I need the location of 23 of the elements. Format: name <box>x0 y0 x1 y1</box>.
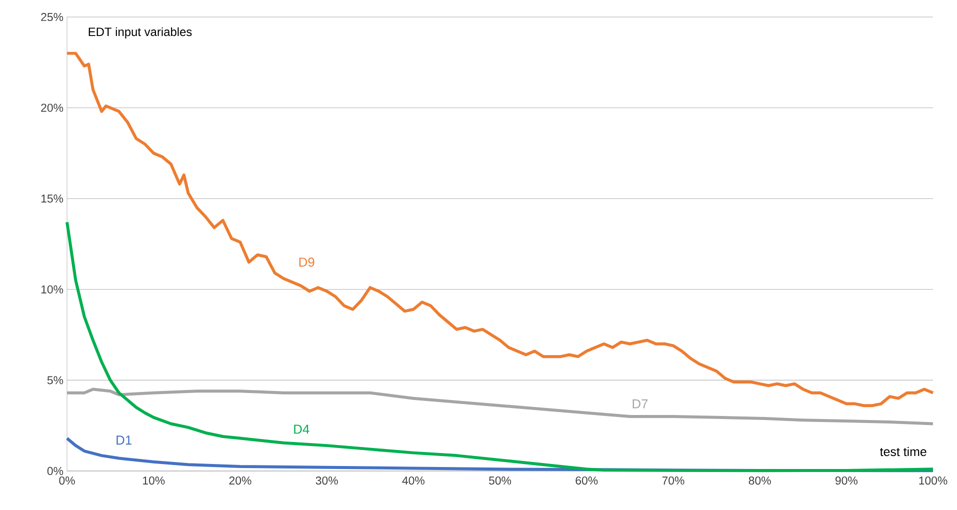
series-label: D1 <box>116 436 132 445</box>
x-tick-label: 80% <box>748 476 771 485</box>
x-axis-title: test time <box>880 446 926 456</box>
y-tick-label: 20% <box>41 104 64 112</box>
x-tick-label: 20% <box>229 476 252 485</box>
x-tick-label: 50% <box>489 476 512 485</box>
series-label: D9 <box>299 258 314 267</box>
x-tick-label: 100% <box>919 476 948 485</box>
series-label: D7 <box>632 399 648 408</box>
series-label: D4 <box>294 424 310 434</box>
x-tick-label: 70% <box>662 476 684 485</box>
y-tick-label: 10% <box>41 285 64 294</box>
x-tick-label: 60% <box>576 476 598 485</box>
x-tick-label: 0% <box>59 476 75 485</box>
y-tick-label: 15% <box>41 194 64 203</box>
y-tick-label: 25% <box>41 12 64 22</box>
y-tick-label: 5% <box>47 376 64 384</box>
x-tick-label: 40% <box>402 476 424 485</box>
x-tick-label: 30% <box>316 476 338 485</box>
x-tick-label: 10% <box>143 476 165 485</box>
y-tick-label: 0% <box>47 466 64 476</box>
x-tick-label: 90% <box>835 476 858 485</box>
text: EDT input variables <box>88 27 192 38</box>
